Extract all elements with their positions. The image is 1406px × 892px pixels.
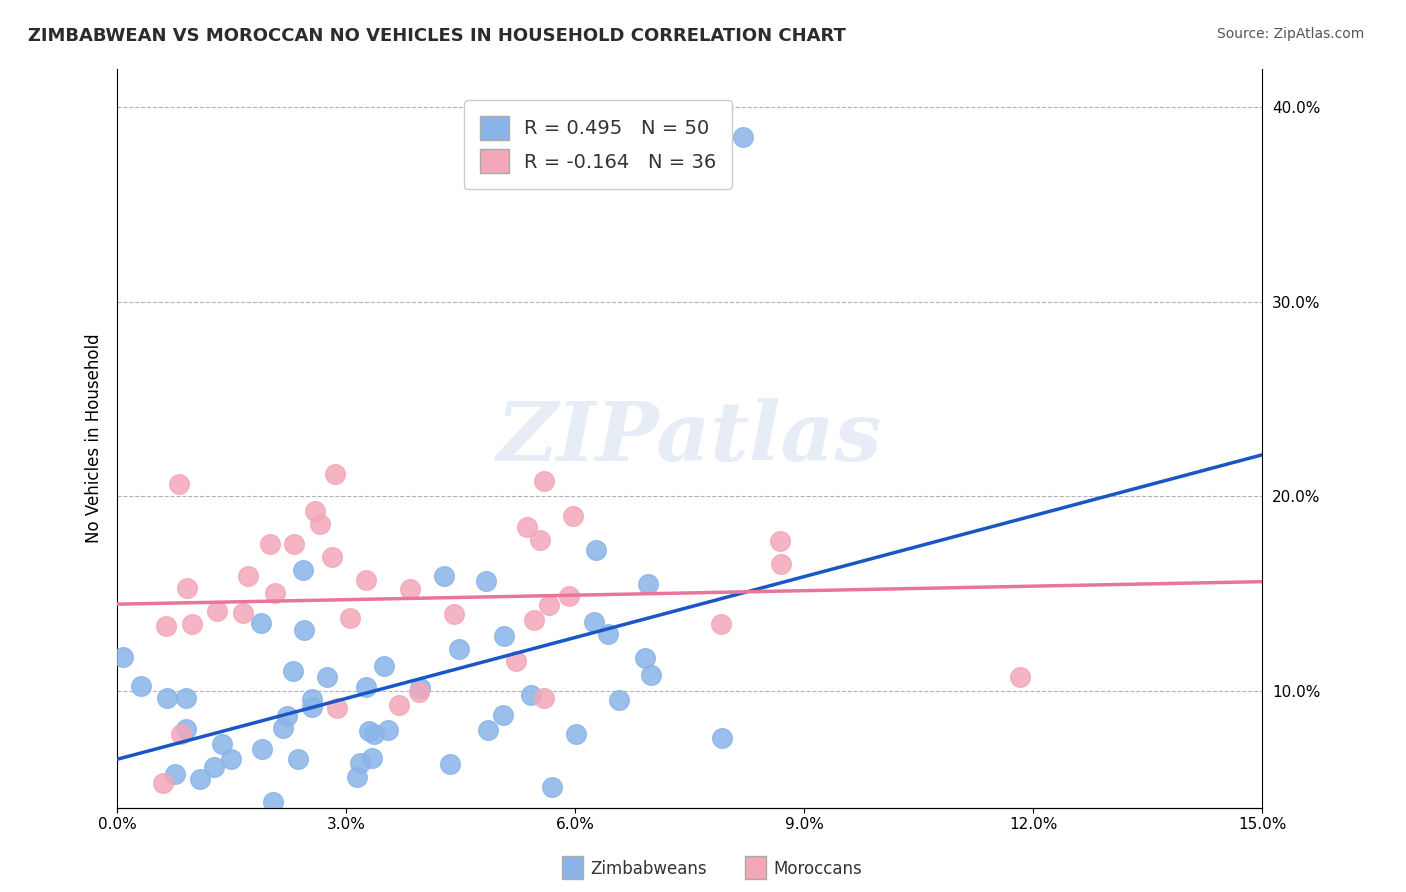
Point	[250, 742, 273, 756]
Point	[491, 707, 513, 722]
Point	[538, 598, 561, 612]
Text: Source: ZipAtlas.com: Source: ZipAtlas.com	[1216, 27, 1364, 41]
Point	[276, 709, 298, 723]
Point	[263, 586, 285, 600]
Point	[585, 542, 607, 557]
Point	[152, 776, 174, 790]
Point	[304, 504, 326, 518]
Point	[516, 520, 538, 534]
Point	[433, 568, 456, 582]
Legend: R = 0.495   N = 50, R = -0.164   N = 36: R = 0.495 N = 50, R = -0.164 N = 36	[464, 101, 733, 189]
Point	[1008, 670, 1031, 684]
Point	[323, 467, 346, 481]
Point	[607, 692, 630, 706]
Point	[205, 604, 228, 618]
Point	[232, 606, 254, 620]
Point	[291, 563, 314, 577]
Point	[492, 629, 515, 643]
Point	[221, 751, 243, 765]
Point	[637, 577, 659, 591]
Point	[408, 685, 430, 699]
Point	[301, 699, 323, 714]
Point	[211, 737, 233, 751]
Point	[156, 690, 179, 705]
Point	[292, 623, 315, 637]
Point	[321, 550, 343, 565]
Point	[281, 664, 304, 678]
Point	[169, 476, 191, 491]
Point	[475, 574, 498, 588]
Point	[170, 727, 193, 741]
Point	[769, 557, 792, 571]
Point	[583, 615, 606, 629]
Point	[176, 690, 198, 705]
Point	[523, 613, 546, 627]
Point	[449, 641, 471, 656]
Point	[354, 573, 377, 587]
Point	[349, 756, 371, 770]
Point	[596, 626, 619, 640]
Point	[558, 589, 581, 603]
Point	[360, 751, 382, 765]
Point	[477, 723, 499, 737]
Point	[176, 581, 198, 595]
Point	[443, 607, 465, 621]
Point	[439, 757, 461, 772]
Point	[634, 651, 657, 665]
Point	[377, 723, 399, 737]
Point	[387, 698, 409, 712]
Point	[354, 680, 377, 694]
Point	[409, 681, 432, 696]
Point	[112, 650, 135, 665]
Point	[236, 568, 259, 582]
Point	[259, 537, 281, 551]
Point	[640, 667, 662, 681]
Point	[562, 509, 585, 524]
Point	[733, 129, 755, 144]
Point	[283, 537, 305, 551]
Point	[326, 700, 349, 714]
Point	[505, 654, 527, 668]
Point	[399, 582, 422, 597]
Point	[262, 795, 284, 809]
Point	[363, 727, 385, 741]
Point	[541, 780, 564, 794]
Point	[339, 611, 361, 625]
Text: ZIPatlas: ZIPatlas	[498, 398, 883, 478]
Point	[190, 772, 212, 786]
Point	[710, 731, 733, 745]
Point	[533, 690, 555, 705]
Text: ZIMBABWEAN VS MOROCCAN NO VEHICLES IN HOUSEHOLD CORRELATION CHART: ZIMBABWEAN VS MOROCCAN NO VEHICLES IN HO…	[28, 27, 846, 45]
Text: Zimbabweans: Zimbabweans	[591, 860, 707, 878]
Point	[287, 752, 309, 766]
Point	[346, 770, 368, 784]
Y-axis label: No Vehicles in Household: No Vehicles in Household	[86, 334, 103, 543]
Point	[309, 516, 332, 531]
Text: Moroccans: Moroccans	[773, 860, 862, 878]
Point	[316, 670, 339, 684]
Point	[129, 679, 152, 693]
Point	[533, 474, 555, 488]
Point	[357, 724, 380, 739]
Point	[710, 617, 733, 632]
Point	[565, 727, 588, 741]
Point	[250, 615, 273, 630]
Point	[273, 721, 295, 735]
Point	[202, 760, 225, 774]
Point	[165, 766, 187, 780]
Point	[529, 533, 551, 547]
Point	[301, 692, 323, 706]
Point	[174, 723, 197, 737]
Point	[769, 533, 792, 548]
Point	[181, 617, 204, 632]
Point	[520, 688, 543, 702]
Point	[155, 619, 177, 633]
Point	[373, 658, 395, 673]
